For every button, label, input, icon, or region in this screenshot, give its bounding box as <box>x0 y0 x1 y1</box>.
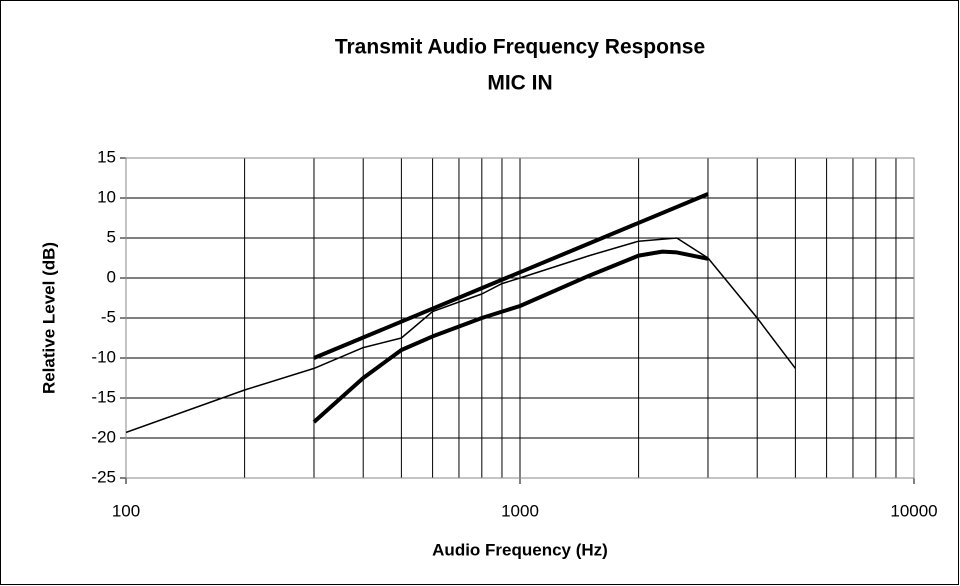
y-tick-label: -20 <box>91 427 116 446</box>
series-line <box>312 249 709 424</box>
x-tick-label: 100 <box>112 501 140 520</box>
plot-border <box>125 157 915 479</box>
series-line <box>313 192 709 360</box>
y-tick-label: -15 <box>91 387 116 406</box>
y-tick-label: 10 <box>97 187 116 206</box>
x-axis-label: Audio Frequency (Hz) <box>432 540 608 559</box>
y-axis-label: Relative Level (dB) <box>39 242 58 394</box>
series-line <box>125 237 796 434</box>
y-tick-label: -25 <box>91 467 116 486</box>
y-tick-label: -5 <box>101 307 116 326</box>
x-tick-label: 10000 <box>890 501 937 520</box>
y-tick-label: -10 <box>91 347 116 366</box>
x-tick-label: 1000 <box>501 501 539 520</box>
y-tick-label: 0 <box>107 267 116 286</box>
y-tick-label: 5 <box>107 227 116 246</box>
chart-title: Transmit Audio Frequency Response <box>335 36 705 59</box>
chart-subtitle: MIC IN <box>487 72 552 95</box>
y-tick-label: 15 <box>97 147 116 166</box>
